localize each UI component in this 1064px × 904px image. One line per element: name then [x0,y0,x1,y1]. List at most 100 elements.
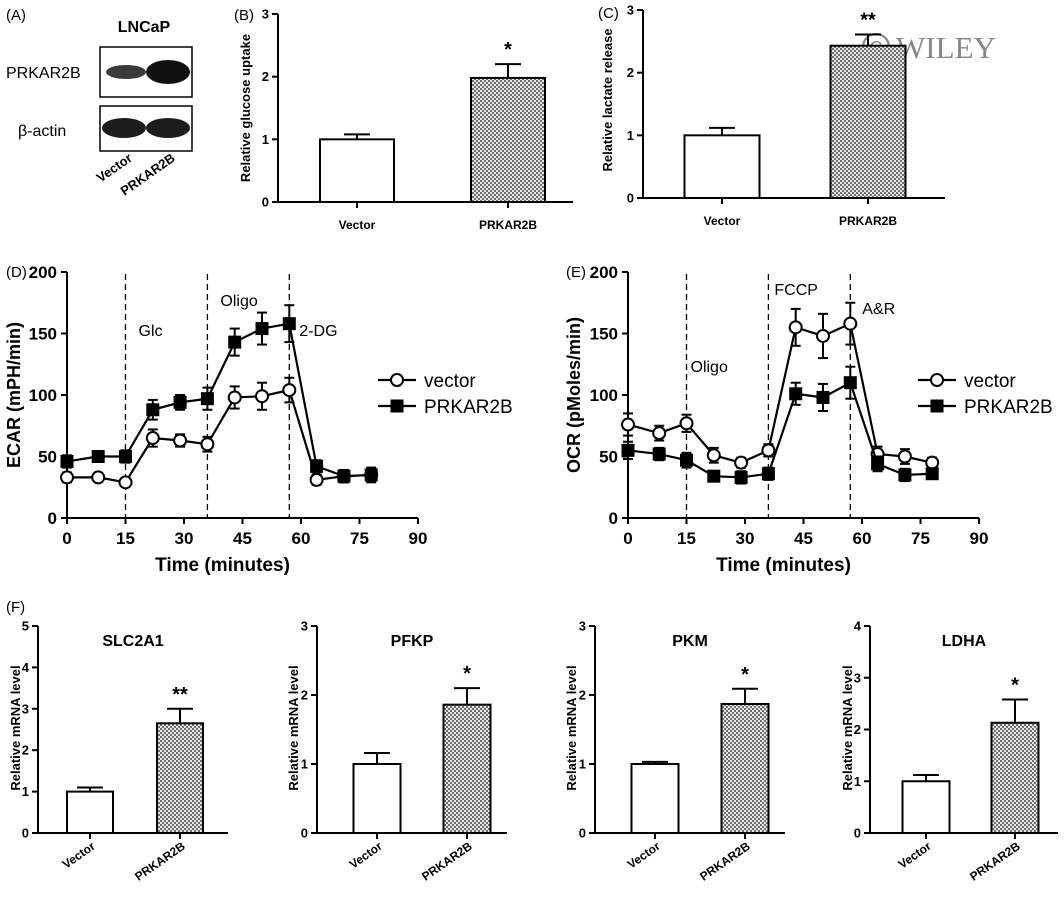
significance-marker: ** [860,9,876,31]
data-point-vector [679,416,694,431]
y-axis-label: Relative glucose uptake [238,34,253,182]
x-category-label: PRKAR2B [967,839,1023,884]
x-tick-label: 60 [853,529,872,548]
blot-band-vector-actin [102,118,146,138]
x-category-label: Vector [60,839,98,872]
data-point-vector [621,417,635,432]
x-tick-label: 15 [116,529,135,548]
x-category-label: Vector [347,839,385,872]
legend-marker-prkar2b [930,399,944,413]
panel-c-lactate-release: 0 1 2 3 Vector ** PRKAR2B Relative lactate rele… [598,3,945,228]
data-point-vector [60,470,74,485]
data-point-vector [91,470,106,485]
series-line-prkar2b [66,322,372,478]
y-tick-label: 2 [854,722,861,737]
panel-label: (B) [234,7,254,24]
chart-title: PKM [672,633,708,650]
y-axis-label: Relative lactate release [600,28,615,171]
panel-label: (C) [598,5,619,22]
y-tick-label: 1 [579,757,586,772]
y-tick-label: 3 [627,3,634,18]
data-point-prkar2b [843,376,857,390]
data-point-vector [255,389,269,404]
y-tick-label: 1 [854,774,861,789]
data-point-vector [788,320,803,335]
watermark-text: WILEY [896,30,996,65]
panel-f-slc2a1: 0 1 2 3 4 5 Vector ** PRKAR2B Relative mRNA level… [6,599,228,884]
data-point-vector [925,455,940,470]
y-tick-label: 150 [590,325,618,344]
x-tick-label: 30 [736,529,755,548]
y-tick-label: 150 [29,325,57,344]
data-point-prkar2b [119,450,132,463]
data-point-vector [816,328,830,343]
bar-prkar2b [990,721,1040,835]
x-category-label: PRKAR2B [697,839,753,884]
x-tick-label: 0 [623,529,632,548]
y-axis-label: Relative mRNA level [840,665,855,790]
x-tick-label: 60 [292,529,311,548]
cell-line-label: LNCaP [118,19,171,36]
data-point-prkar2b [364,468,378,482]
x-tick-label: 15 [677,529,696,548]
x-axis-label: Time (minutes) [716,555,851,576]
data-point-prkar2b [621,443,635,457]
y-tick-label: 2 [22,743,29,758]
y-axis-label: Relative mRNA level [8,665,23,790]
data-point-vector [282,383,297,398]
x-tick-label: 75 [350,529,369,548]
injection-annotation: 2-DG [299,323,337,340]
data-point-vector [173,433,188,448]
panel-f-pkm: 0 1 2 3 Vector * PRKAR2B Relative mRNA level PKM [564,619,785,884]
y-tick-label: 200 [29,263,57,282]
bar-prkar2b [720,702,770,834]
x-category-label: PRKAR2B [132,839,188,884]
injection-annotation: A&R [862,301,895,318]
y-tick-label: 4 [22,660,30,675]
chart-title: LDHA [942,633,987,650]
y-tick-label: 100 [29,386,57,405]
data-point-vector [706,448,721,463]
panel-label: (E) [566,264,586,281]
panel-a-label: (A) [6,7,26,24]
y-axis-label: Relative mRNA level [286,665,301,790]
panel-e-ocr: 0 50 100 150 200 0 15 30 45 60 75 90 Oligo FCCP A&R vec… [564,263,1053,576]
y-tick-label: 200 [590,263,618,282]
data-point-prkar2b [925,467,939,481]
data-point-prkar2b [680,453,693,467]
panel-b-glucose-uptake: 0 1 2 3 Vector * PRKAR2B Relative glucose uptak… [234,7,573,232]
panel-d-ecar: 0 50 100 150 200 0 15 30 45 60 75 90 Glc Oligo 2-DG vec… [4,263,513,576]
blot-row-actin-label: β-actin [18,123,66,140]
data-point-vector [145,431,160,446]
x-tick-label: 90 [970,529,989,548]
data-point-prkar2b [60,454,74,468]
y-tick-label: 3 [262,7,269,22]
bar-vector [630,763,680,834]
panel-a-western-blot: (A) LNCaP PRKAR2B β-actin Vector PRKAR2B [6,7,193,199]
bar-vector [683,134,761,199]
significance-marker: * [741,664,749,686]
data-point-prkar2b [228,335,242,349]
y-axis-label: OCR (pMoles/min) [564,317,584,473]
y-tick-label: 0 [262,195,269,210]
data-point-prkar2b [255,322,269,336]
data-point-prkar2b [91,450,105,463]
panel-f-pfkp: 0 1 2 3 Vector * PRKAR2B Relative mRNA level PFK… [286,619,507,884]
y-tick-label: 1 [627,128,634,143]
injection-annotation: Glc [139,323,163,340]
panel-label: (D) [6,264,27,281]
bar-vector [66,790,114,834]
data-point-prkar2b [871,457,885,471]
y-tick-label: 0 [579,826,586,841]
legend-marker-prkar2b [390,399,404,413]
y-tick-label: 2 [301,688,308,703]
y-tick-label: 50 [599,448,618,467]
chart-title: PFKP [391,633,434,650]
y-axis-label: ECAR (mPH/min) [4,322,24,468]
chart-title: SLC2A1 [102,633,163,650]
significance-marker: * [463,663,471,685]
data-point-prkar2b [789,387,803,401]
x-tick-label: 75 [911,529,930,548]
y-tick-label: 0 [48,509,57,528]
